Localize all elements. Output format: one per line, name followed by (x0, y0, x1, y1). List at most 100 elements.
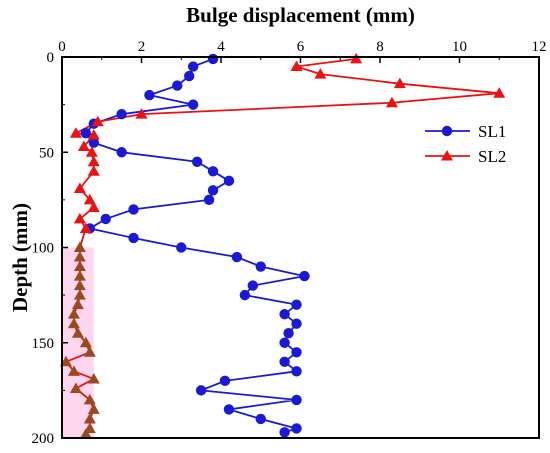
series-lines (65, 58, 501, 435)
legend-label: SL2 (478, 147, 506, 166)
data-point-sl2 (493, 87, 506, 98)
data-point-sl1 (191, 156, 203, 167)
data-point-sl1 (239, 289, 251, 301)
data-point-sl2 (314, 68, 327, 79)
legend-marker-sl2 (441, 150, 453, 161)
data-point-sl2 (350, 52, 363, 64)
data-point-sl1 (291, 347, 302, 358)
data-point-sl1 (88, 137, 100, 148)
data-point-sl1 (184, 70, 195, 82)
axis-ticks: 0 2 4 6 8 10 12 0 50 100 150 200 (32, 39, 547, 447)
data-point-sl1 (299, 270, 310, 282)
data-point-sl2 (87, 129, 100, 140)
data-point-sl2 (67, 365, 80, 376)
data-point-sl1 (291, 423, 302, 434)
data-point-sl1 (144, 89, 155, 101)
x-tick-label: 4 (217, 39, 225, 55)
y-tick-label: 0 (47, 50, 55, 66)
x-tick-label: 2 (138, 39, 146, 55)
data-point-sl2 (83, 393, 96, 405)
data-point-sl1 (291, 299, 302, 310)
data-point-sl1 (128, 204, 139, 215)
data-point-sl2 (73, 212, 86, 224)
data-point-sl1 (279, 337, 290, 348)
data-point-sl2 (91, 115, 104, 127)
data-point-sl1 (195, 385, 207, 396)
x-tick-label: 12 (532, 39, 547, 55)
data-point-sl2 (79, 428, 92, 439)
data-point-sl2 (83, 346, 96, 357)
data-point-sl2 (85, 146, 98, 157)
data-point-sl2 (77, 140, 90, 152)
y-tick-label: 50 (39, 145, 54, 161)
data-point-sl1 (291, 318, 302, 329)
series-markers (59, 52, 506, 439)
data-point-sl1 (255, 261, 266, 272)
data-point-sl1 (116, 108, 127, 120)
data-point-sl1 (207, 53, 219, 65)
data-point-sl1 (223, 175, 235, 187)
data-point-sl2 (393, 77, 406, 89)
data-point-sl2 (73, 279, 86, 291)
data-point-sl2 (73, 241, 86, 252)
data-point-sl2 (67, 317, 80, 329)
data-point-sl2 (83, 193, 96, 205)
data-point-sl1 (291, 394, 302, 406)
data-point-sl1 (176, 242, 187, 253)
data-point-sl1 (187, 61, 199, 72)
y-tick-label: 100 (32, 241, 55, 257)
data-point-sl2 (67, 308, 80, 319)
y-tick-label: 150 (32, 336, 55, 352)
data-point-sl1 (231, 251, 243, 263)
data-point-sl2 (87, 165, 100, 176)
data-point-sl1 (219, 375, 231, 387)
x-tick-label: 6 (297, 39, 305, 55)
data-point-sl2 (73, 251, 86, 262)
x-tick-label: 10 (452, 39, 467, 55)
legend-label: SL1 (478, 122, 506, 141)
data-point-sl1 (116, 147, 127, 158)
data-point-sl2 (69, 127, 82, 138)
data-point-sl2 (87, 403, 100, 414)
data-point-sl2 (71, 298, 84, 310)
data-point-sl1 (283, 328, 294, 339)
data-point-sl2 (135, 108, 148, 119)
data-point-sl1 (207, 185, 219, 196)
data-point-sl2 (290, 60, 303, 72)
data-point-sl1 (279, 427, 290, 438)
data-point-sl2 (73, 270, 86, 281)
plot-frame (61, 56, 540, 439)
data-point-sl2 (83, 412, 96, 424)
data-point-sl1 (291, 366, 302, 377)
data-point-sl2 (69, 382, 82, 393)
data-point-sl1 (247, 280, 258, 291)
data-point-sl2 (87, 155, 100, 167)
series-line-sl2 (65, 58, 501, 435)
data-point-sl1 (203, 194, 215, 206)
data-point-sl1 (100, 213, 111, 225)
data-point-sl1 (279, 308, 290, 320)
data-point-sl2 (73, 289, 86, 300)
y-axis-title: Depth (mm) (8, 203, 32, 312)
x-axis-title: Bulge displacement (mm) (186, 3, 415, 27)
data-point-sl1 (128, 232, 139, 244)
data-point-sl2 (73, 182, 86, 193)
data-point-sl2 (71, 327, 84, 338)
data-point-sl2 (79, 336, 92, 348)
data-point-sl1 (279, 356, 290, 367)
data-point-sl2 (87, 201, 100, 212)
data-point-sl1 (207, 166, 219, 177)
data-point-sl2 (385, 96, 398, 108)
x-tick-label: 8 (376, 39, 384, 55)
data-point-sl1 (223, 404, 235, 415)
data-point-sl1 (255, 413, 266, 425)
data-point-sl2 (87, 372, 100, 384)
data-point-sl2 (73, 260, 86, 272)
x-tick-label: 0 (58, 39, 66, 55)
y-tick-label: 200 (32, 431, 55, 447)
data-point-sl1 (187, 99, 199, 110)
legend-marker-sl1 (441, 125, 453, 137)
data-point-sl1 (172, 80, 183, 91)
